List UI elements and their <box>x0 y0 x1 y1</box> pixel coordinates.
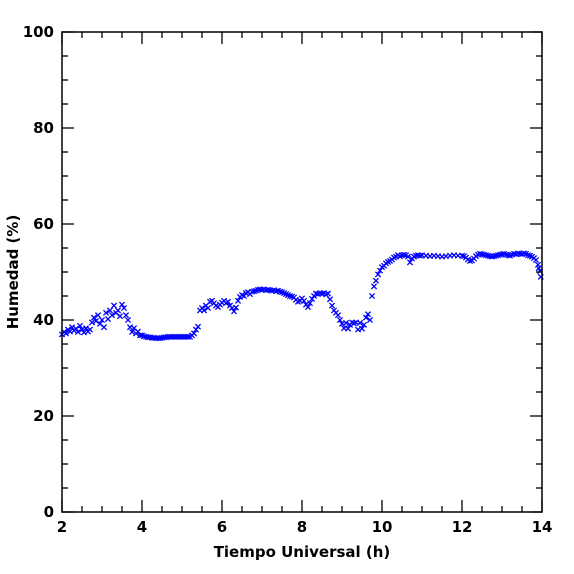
data-point <box>118 301 126 308</box>
data-point <box>230 308 238 315</box>
data-point <box>300 297 308 304</box>
x-tick-label: 6 <box>217 518 227 536</box>
x-tick-label: 14 <box>532 518 553 536</box>
y-tick-label: 0 <box>44 503 54 521</box>
y-tick-label: 100 <box>23 23 54 41</box>
data-point <box>200 307 208 314</box>
x-tick-label: 4 <box>137 518 147 536</box>
data-point <box>358 325 366 332</box>
data-point <box>416 252 424 259</box>
data-point <box>88 319 96 326</box>
x-tick-label: 12 <box>452 518 473 536</box>
data-point <box>90 314 98 321</box>
data-point <box>124 316 132 324</box>
data-point <box>520 250 528 257</box>
data-point <box>92 317 100 325</box>
data-point <box>204 304 212 312</box>
data-point <box>400 251 408 258</box>
plot-frame <box>61 31 543 513</box>
data-point <box>324 290 332 297</box>
data-point <box>74 328 82 336</box>
data-point <box>306 300 314 307</box>
data-point <box>114 307 122 314</box>
data-point <box>404 253 412 260</box>
data-point <box>366 316 374 324</box>
data-point <box>368 292 376 300</box>
data-point <box>364 311 372 318</box>
data-point <box>122 312 130 319</box>
axis-ticks <box>61 31 543 513</box>
data-point <box>370 283 378 290</box>
data-point <box>94 312 102 319</box>
data-point <box>334 312 342 319</box>
data-point <box>356 319 364 326</box>
data-point <box>72 325 80 332</box>
data-points <box>58 250 544 342</box>
data-point <box>100 324 108 331</box>
data-point <box>76 322 84 329</box>
data-point <box>344 325 352 332</box>
data-point <box>374 271 382 278</box>
x-tick-label: 2 <box>57 518 67 536</box>
data-point <box>116 313 124 320</box>
y-axis-label: Humedad (%) <box>4 215 22 330</box>
data-point <box>62 330 70 337</box>
data-point <box>82 325 90 332</box>
x-tick-label: 8 <box>297 518 307 536</box>
data-point <box>336 316 344 324</box>
x-tick-labels: 2 4 6 8 10 12 14 <box>57 518 553 536</box>
data-point <box>360 321 368 328</box>
data-point <box>110 302 118 309</box>
data-point <box>194 323 202 330</box>
data-point <box>376 267 384 274</box>
data-point <box>184 333 192 340</box>
data-point <box>234 297 242 304</box>
data-point <box>108 312 116 319</box>
data-point <box>86 326 94 333</box>
data-point <box>458 252 466 259</box>
data-point <box>524 252 532 259</box>
data-point <box>68 324 76 331</box>
data-point <box>304 303 312 311</box>
x-tick-label: 10 <box>372 518 393 536</box>
data-point <box>532 256 540 264</box>
y-tick-label: 80 <box>33 119 54 137</box>
data-point <box>466 257 474 265</box>
data-point <box>98 316 106 324</box>
data-point <box>190 330 198 337</box>
data-point <box>362 314 370 321</box>
data-point <box>224 298 232 305</box>
data-point <box>328 302 336 309</box>
y-tick-labels: 0 20 40 60 80 100 <box>23 23 54 521</box>
data-point <box>276 288 284 295</box>
data-point <box>232 304 240 311</box>
data-point <box>372 277 380 284</box>
data-point <box>326 296 334 303</box>
data-point <box>250 288 258 295</box>
x-axis-label: Tiempo Universal (h) <box>214 543 391 561</box>
data-point <box>286 292 294 300</box>
data-point <box>102 309 110 316</box>
y-tick-label: 60 <box>33 215 54 233</box>
y-tick-label: 40 <box>33 311 54 329</box>
data-point <box>128 328 136 336</box>
data-point <box>120 304 128 312</box>
data-point <box>342 319 350 326</box>
y-tick-label: 20 <box>33 407 54 425</box>
data-point <box>406 259 414 266</box>
data-point <box>106 307 114 314</box>
